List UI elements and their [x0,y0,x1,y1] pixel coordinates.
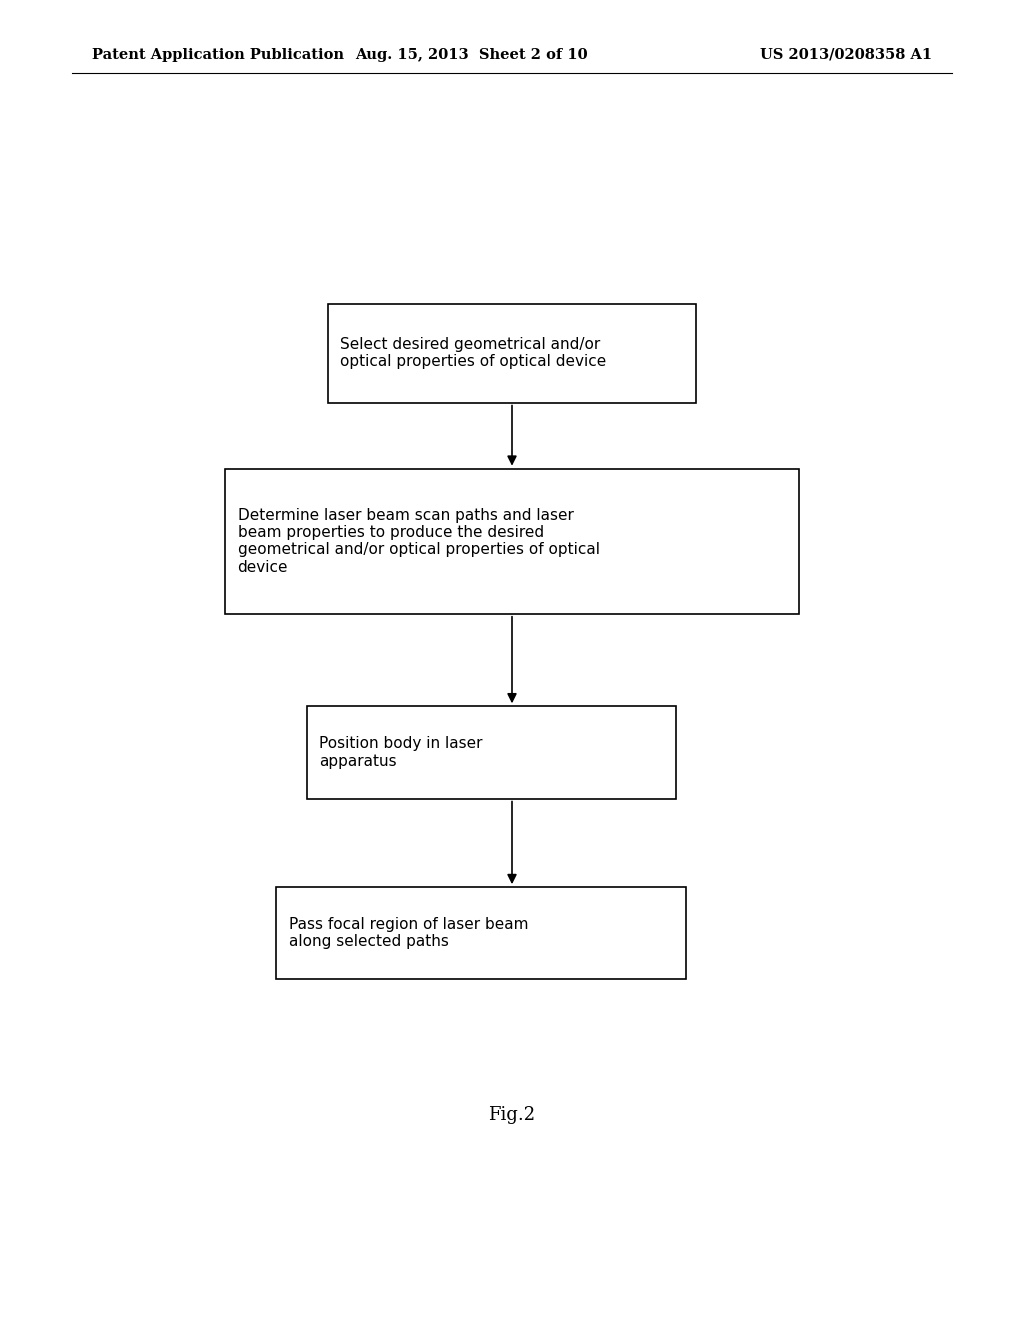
Text: Patent Application Publication: Patent Application Publication [92,48,344,62]
FancyBboxPatch shape [307,706,676,799]
Text: Fig.2: Fig.2 [488,1106,536,1125]
FancyBboxPatch shape [328,304,696,403]
FancyBboxPatch shape [225,469,799,614]
Text: Select desired geometrical and/or
optical properties of optical device: Select desired geometrical and/or optica… [340,337,606,370]
Text: Pass focal region of laser beam
along selected paths: Pass focal region of laser beam along se… [289,917,528,949]
Text: Aug. 15, 2013  Sheet 2 of 10: Aug. 15, 2013 Sheet 2 of 10 [354,48,588,62]
FancyBboxPatch shape [276,887,686,979]
Text: Position body in laser
apparatus: Position body in laser apparatus [319,737,483,768]
Text: US 2013/0208358 A1: US 2013/0208358 A1 [760,48,932,62]
Text: Determine laser beam scan paths and laser
beam properties to produce the desired: Determine laser beam scan paths and lase… [238,508,600,574]
